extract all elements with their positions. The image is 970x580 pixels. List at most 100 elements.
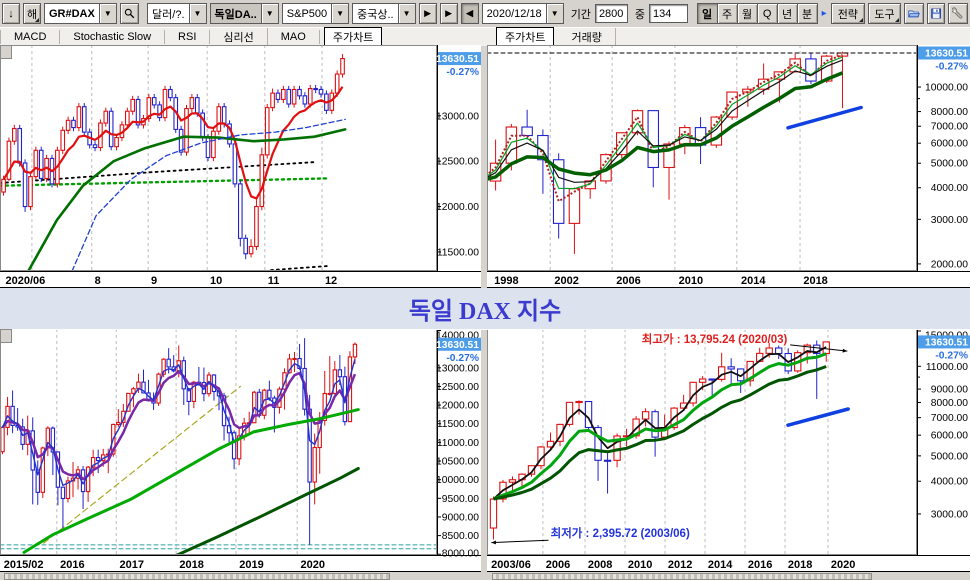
svg-text:8000.00: 8000.00 (931, 107, 968, 118)
svg-text:2018: 2018 (788, 559, 812, 571)
svg-text:9500.00: 9500.00 (442, 494, 479, 505)
tab-right-거래량[interactable]: 거래량 (558, 28, 616, 46)
svg-text:5000.00: 5000.00 (931, 451, 968, 462)
compare-combo-4[interactable]: 중국상.. ▼ (352, 3, 416, 24)
date-field[interactable]: 2020/12/18 (482, 4, 546, 23)
svg-text:2014: 2014 (708, 559, 733, 571)
hae-menu-button[interactable]: 해 (23, 3, 41, 24)
interval-button-3[interactable]: 월 (736, 3, 758, 24)
main-toolbar: ↓ 해 GR#DAX ▼ 달러/?. ▼ 독일DA.. ▼ S&P500 ▼ 중… (0, 0, 970, 27)
svg-text:8000.00: 8000.00 (442, 549, 479, 560)
strategy-button[interactable]: 전략 (830, 3, 865, 24)
chevron-down-icon[interactable]: ▼ (331, 4, 349, 23)
panel-resize-handle[interactable] (0, 45, 12, 59)
period-label: 기간 (570, 8, 591, 21)
tab-주가차트[interactable]: 주가차트 (323, 27, 383, 47)
svg-text:3000.00: 3000.00 (931, 509, 968, 520)
tools-button[interactable]: 도구 (868, 3, 901, 24)
arrow-left-icon: ◀ (466, 8, 474, 18)
svg-text:2008: 2008 (588, 559, 612, 571)
tab-심리선[interactable]: 심리선 (210, 28, 268, 46)
svg-text:2000.00: 2000.00 (931, 259, 968, 270)
svg-text:9: 9 (151, 275, 157, 287)
left-tab-group: MACD Stochastic Slow RSI 심리선 MAO 주가차트 (0, 27, 386, 47)
play-forward-button[interactable]: ▶ (418, 3, 437, 24)
chevron-down-icon[interactable]: ▼ (260, 4, 278, 23)
svg-text:6000.00: 6000.00 (931, 139, 968, 150)
period-input[interactable]: 2800 (594, 4, 628, 23)
svg-text:8: 8 (95, 275, 101, 287)
svg-text:2006: 2006 (546, 559, 570, 571)
chart-panel-halfyear[interactable]: 최고가 : 13,795.24 (2020/03) 최저가 : 2,395.72 … (487, 329, 970, 572)
svg-text:10000.00: 10000.00 (925, 83, 968, 94)
chart-settings-button[interactable] (948, 3, 968, 24)
svg-text:9000.00: 9000.00 (931, 385, 968, 396)
symbol-search-button[interactable] (119, 3, 139, 24)
svg-text:2016: 2016 (748, 559, 772, 571)
open-chart-button[interactable] (903, 3, 924, 24)
symbol-field[interactable]: GR#DAX (45, 4, 99, 23)
interval-button-6[interactable]: 분 (796, 3, 818, 24)
interval-button-5[interactable]: 년 (776, 3, 798, 24)
step-back-button[interactable]: ◀ (460, 3, 479, 24)
svg-text:-0.27%: -0.27% (446, 353, 479, 364)
svg-text:2010: 2010 (679, 275, 703, 287)
chevron-down-icon[interactable]: ▼ (397, 4, 415, 23)
svg-text:7000.00: 7000.00 (931, 413, 968, 424)
svg-text:12000.00: 12000.00 (436, 202, 479, 213)
svg-text:2002: 2002 (554, 275, 578, 287)
svg-text:6000.00: 6000.00 (931, 431, 968, 442)
indicator-tab-row: MACD Stochastic Slow RSI 심리선 MAO 주가차트 주가차트 거래량 (0, 27, 970, 47)
chart-panel-monthly[interactable]: 14000.00 13000.00 12500.00 12000.00 11500.00… (0, 329, 481, 572)
chart-panel-yearly[interactable]: 10000.00 8000.00 7000.00 6000.00 5000.00 4000… (487, 45, 970, 288)
compare-combo-1[interactable]: 달러/?. ▼ (147, 3, 207, 24)
panel-resize-handle[interactable] (0, 329, 12, 343)
horizontal-scrollbar[interactable] (4, 573, 390, 580)
svg-text:8000.00: 8000.00 (931, 398, 968, 409)
save-icon (931, 8, 941, 19)
svg-text:13000.00: 13000.00 (436, 363, 479, 374)
svg-text:2020/06: 2020/06 (5, 275, 45, 287)
svg-text:2018: 2018 (803, 275, 827, 287)
svg-text:1998: 1998 (494, 275, 518, 287)
tab-MACD[interactable]: MACD (0, 30, 61, 44)
chevron-down-icon[interactable]: ▼ (545, 4, 563, 23)
tab-Stochastic Slow[interactable]: Stochastic Slow (60, 30, 166, 44)
interval-button-4[interactable]: Q (756, 3, 778, 24)
tab-RSI[interactable]: RSI (165, 30, 211, 44)
horizontal-scrollbar[interactable] (492, 573, 872, 580)
date-picker[interactable]: 2020/12/18 ▼ (481, 3, 564, 24)
svg-text:2014: 2014 (741, 275, 766, 287)
svg-text:12500.00: 12500.00 (436, 157, 479, 168)
svg-text:11: 11 (268, 275, 280, 287)
svg-text:2015/02: 2015/02 (4, 559, 44, 571)
compare-combo-2[interactable]: 독일DA.. ▼ (209, 3, 279, 24)
step-forward-button[interactable]: ▶ (439, 3, 458, 24)
interval-button-2[interactable]: 주 (716, 3, 738, 24)
svg-text:4000.00: 4000.00 (931, 477, 968, 488)
chevron-down-icon[interactable]: ▼ (98, 4, 116, 23)
interval-button-1[interactable]: 일 (696, 3, 718, 24)
svg-text:2017: 2017 (120, 559, 144, 571)
count-input[interactable]: 134 (649, 4, 688, 23)
arrow-right-icon: ▶ (445, 8, 453, 18)
svg-text:9000.00: 9000.00 (442, 512, 479, 523)
chevron-down-icon[interactable]: ▼ (188, 4, 206, 23)
svg-text:12500.00: 12500.00 (436, 382, 479, 393)
svg-text:11500.00: 11500.00 (437, 247, 479, 258)
svg-text:8500.00: 8500.00 (442, 531, 479, 542)
chart-panel-daily[interactable]: 13000.00 12500.00 12000.00 11500.00 13630.51… (0, 45, 481, 288)
svg-text:2016: 2016 (60, 559, 84, 571)
svg-text:5000.00: 5000.00 (931, 159, 968, 170)
symbol-combo[interactable]: GR#DAX ▼ (44, 3, 117, 24)
svg-text:12000.00: 12000.00 (436, 401, 479, 412)
svg-text:12: 12 (325, 275, 337, 287)
tab-MAO[interactable]: MAO (268, 30, 320, 44)
save-chart-button[interactable] (926, 3, 946, 24)
tab-right-주가차트[interactable]: 주가차트 (496, 27, 555, 47)
more-intervals-icon[interactable]: ▸ (821, 8, 827, 19)
compare-combo-3[interactable]: S&P500 ▼ (281, 3, 350, 24)
sort-button[interactable]: ↓ (2, 3, 20, 24)
svg-text:2010: 2010 (628, 559, 652, 571)
svg-text:13630.51: 13630.51 (436, 54, 479, 65)
